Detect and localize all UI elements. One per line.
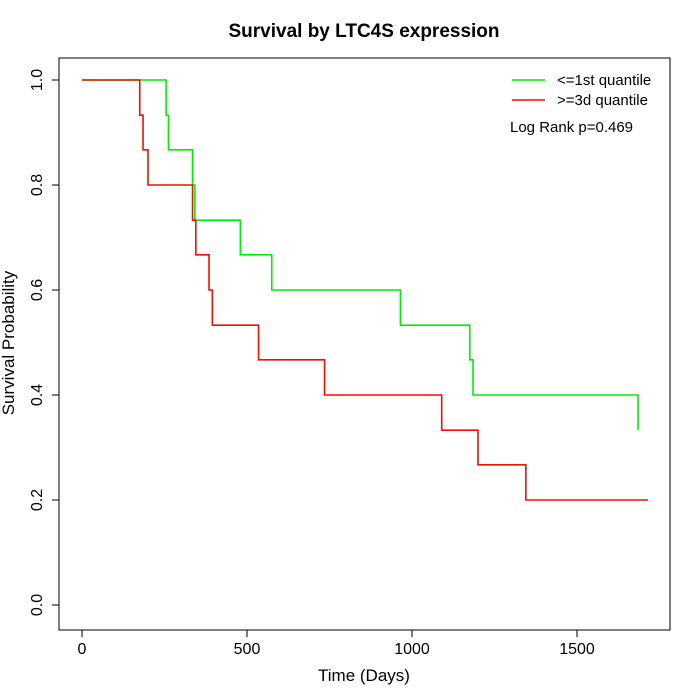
y-axis-label: Survival Probability <box>0 270 18 415</box>
x-axis: 0 500 1000 1500 <box>78 629 595 658</box>
x-tick-label: 500 <box>234 641 261 658</box>
series-line-1 <box>82 79 639 431</box>
x-axis-label: Time (Days) <box>318 666 410 685</box>
series-line-2 <box>82 79 648 501</box>
plot-frame <box>58 57 671 631</box>
log-rank-annotation: Log Rank p=0.469 <box>510 119 633 136</box>
y-tick-label: 0.4 <box>29 384 46 406</box>
survival-curves <box>82 79 648 501</box>
y-tick-label: 0.0 <box>29 594 46 616</box>
y-tick-label: 0.6 <box>29 279 46 301</box>
chart-title: Survival by LTC4S expression <box>228 21 499 42</box>
legend: <=1st quantile >=3d quantile <box>512 72 651 109</box>
legend-label-2: >=3d quantile <box>557 92 648 109</box>
x-tick-label: 1000 <box>394 641 430 658</box>
x-tick-label: 0 <box>78 641 87 658</box>
y-tick-label: 0.2 <box>29 489 46 511</box>
x-tick-label: 1500 <box>559 641 595 658</box>
y-tick-label: 1.0 <box>29 69 46 91</box>
y-tick-label: 0.8 <box>29 174 46 196</box>
legend-label-1: <=1st quantile <box>557 72 651 89</box>
y-axis: 0.0 0.2 0.4 0.6 0.8 1.0 <box>29 69 60 616</box>
